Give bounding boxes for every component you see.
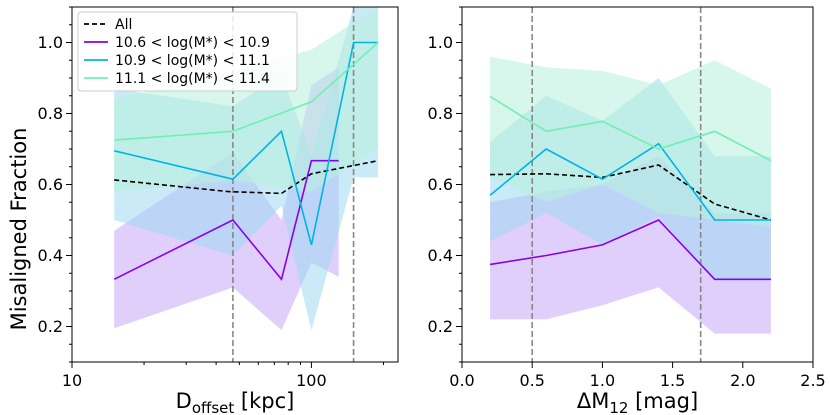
- band-0-3: [114, 7, 379, 192]
- legend: All 10.6 < log(M*) < 10.9 10.9 < log(M*) <…: [77, 11, 298, 92]
- x-tick-label: 2.5: [800, 371, 825, 390]
- y-tick-label: 0.8: [428, 104, 453, 123]
- series-line-1-1: [489, 219, 771, 281]
- x-axis-label: Doffset [kpc]: [176, 389, 295, 415]
- legend-frame: [77, 11, 298, 92]
- x-tick-label: 1.5: [660, 371, 685, 390]
- y-axis-label: Misaligned Fraction: [7, 128, 31, 331]
- y-tick-label: 1.0: [428, 33, 453, 52]
- legend-label-2: 10.9 < log(M*) < 11.1: [115, 53, 270, 69]
- legend-label-3: 11.1 < log(M*) < 11.4: [115, 71, 270, 87]
- series-line-0-1: [113, 159, 339, 282]
- x-tick-label: 10: [62, 371, 82, 390]
- series-line-1-0: [490, 164, 772, 221]
- series-line-0-2: [114, 41, 379, 246]
- x-axis-label: ΔM12 [mag]: [577, 389, 698, 415]
- plot-area: [113, 7, 379, 362]
- x-tick-label: 100: [296, 371, 327, 390]
- series-line-0-3: [114, 41, 379, 141]
- x-tick-label: 0.0: [449, 371, 474, 390]
- y-tick-label: 0.4: [428, 246, 453, 265]
- y-tick-label: 0.6: [428, 175, 453, 194]
- x-tick-label: 1.0: [590, 371, 615, 390]
- series-line-1-2: [489, 142, 771, 221]
- x-tick-label: 2.0: [730, 371, 755, 390]
- plot-area: [489, 7, 772, 362]
- series-line-1-3: [489, 95, 772, 162]
- x-tick-label: 0.5: [519, 371, 544, 390]
- y-tick-label: 0.6: [38, 175, 63, 194]
- y-tick-label: 0.8: [38, 104, 63, 123]
- series-line-0-0: [114, 159, 379, 195]
- y-tick-label: 0.2: [428, 317, 453, 336]
- y-tick-label: 1.0: [38, 33, 63, 52]
- y-tick-label: 0.4: [38, 246, 63, 265]
- y-tick-label: 0.2: [38, 317, 63, 336]
- right-panel: 0.2 0.4 0.6 0.8 1.0 0.0 0.5 1.0 1.5 2.0 2.5 ΔM12 [m…: [428, 6, 826, 415]
- legend-label-0: All: [115, 17, 132, 33]
- legend-label-1: 10.6 < log(M*) < 10.9: [115, 35, 270, 51]
